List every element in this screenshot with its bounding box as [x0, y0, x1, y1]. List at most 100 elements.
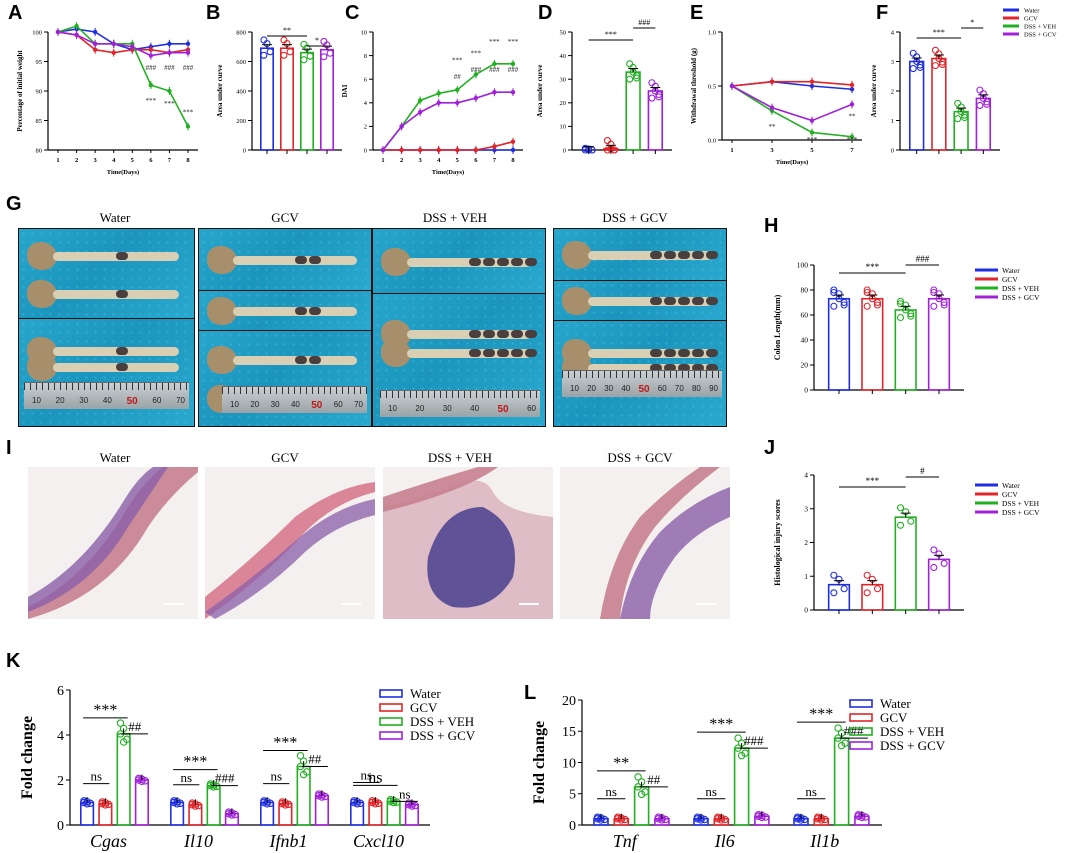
cecum [562, 287, 592, 315]
ruler-number: 50 [638, 384, 650, 395]
y-tick-label: 0.5 [708, 83, 716, 90]
annotation: *** [146, 97, 157, 105]
annotation: *** [164, 100, 175, 108]
fecal-pellet [649, 297, 662, 305]
x-tick-label: 4 [112, 157, 116, 164]
y-tick-label: 4 [891, 29, 895, 36]
legend-label: Water [880, 696, 911, 711]
y-axis-title: Colon Length(mm) [773, 294, 782, 360]
histo-title-dss-gcv: DSS + GCV [607, 450, 673, 465]
fecal-pellet [482, 329, 495, 338]
y-tick-label: 6 [57, 684, 64, 699]
sig-label: ### [638, 18, 650, 27]
x-tick-label: 8 [511, 157, 515, 164]
data-dot [300, 40, 308, 48]
x-tick-label: 5 [456, 157, 460, 164]
data-dot [320, 53, 328, 61]
sig-label: *** [933, 28, 945, 37]
series-line-1 [383, 140, 514, 151]
sig-label: *** [866, 476, 880, 486]
annotation: ** [849, 112, 857, 120]
legend-label: Water [1024, 7, 1040, 14]
series-line-2 [57, 25, 189, 127]
legend-swatch [849, 699, 873, 708]
y-tick-label: 2 [364, 124, 367, 131]
x-tick-label: 4 [437, 157, 441, 164]
legend-label: Water [1002, 481, 1020, 490]
x-axis-title: Time(Days) [107, 169, 139, 176]
data-dot [840, 301, 848, 309]
data-dot [983, 100, 991, 108]
bar [206, 784, 221, 826]
y-axis-title: Withdrawal threshold (g) [690, 47, 698, 124]
data-dot [930, 546, 938, 554]
y-tick-label: 0 [243, 147, 246, 154]
category-label: Cgas [90, 831, 127, 851]
data-dot [231, 810, 239, 819]
bar [833, 737, 850, 826]
legend-swatch [379, 717, 403, 726]
ruler-number: 10 [570, 384, 579, 393]
fecal-pellet [691, 251, 704, 259]
fecal-pellet [294, 355, 307, 364]
annotation: *** [183, 109, 194, 117]
fecal-pellet [482, 257, 495, 266]
y-tick-label: 20 [801, 361, 809, 370]
bar [827, 583, 851, 611]
data-dot [840, 585, 848, 593]
data-dot [930, 302, 938, 310]
data-dot [721, 815, 729, 824]
y-tick-label: 95 [36, 59, 43, 66]
x-axis-title: Time(Days) [432, 169, 464, 176]
y-tick-label: 600 [236, 59, 246, 66]
sig-label: * [315, 36, 319, 45]
data-dot [830, 589, 838, 597]
data-dot [896, 297, 905, 305]
sig-label: ns [270, 769, 282, 784]
series-line-0 [57, 28, 188, 51]
fecal-pellet [663, 364, 676, 373]
data-dot [930, 286, 938, 294]
ruler-numbers: 10 20 30 40 50 60 70 [32, 396, 185, 407]
legend-label: GCV [410, 700, 438, 715]
data-dot [976, 86, 984, 94]
y-tick-label: 40 [801, 336, 809, 345]
y-tick-label: 3 [891, 59, 894, 66]
data-dot [286, 48, 294, 56]
legend-swatch [379, 689, 403, 698]
fecal-pellet [116, 289, 128, 298]
histo-title-gcv: GCV [271, 450, 299, 465]
data-dot [326, 49, 334, 57]
panel-label-f: F [876, 2, 889, 24]
fecal-pellet [308, 307, 321, 315]
cecum [27, 353, 57, 382]
mucosa [600, 467, 720, 619]
ruler-number: 60 [657, 384, 667, 393]
annotation: ** [769, 123, 777, 131]
ruler-ticks [380, 391, 540, 398]
fecal-pellet [649, 364, 662, 373]
photo-title-dss-gcv: DSS + GCV [602, 210, 668, 225]
colon-photo [18, 228, 195, 320]
fecal-pellet [294, 256, 307, 264]
chart-c: 0 2 4 6 8 10 DAI 1 2 3 4 5 6 7 8 Time(Days) *** *** *** ***… [341, 29, 523, 176]
legend-label: GCV [1002, 490, 1018, 499]
data-dot [909, 49, 917, 57]
data-dot [863, 571, 871, 579]
ruler-number: 30 [270, 400, 280, 409]
y-tick-label: 400 [236, 88, 246, 95]
fecal-pellet [691, 348, 704, 357]
annotation: *** [489, 38, 500, 46]
fecal-pellet [663, 348, 676, 357]
ruler-number: 30 [442, 404, 452, 413]
scale-bar [341, 603, 361, 605]
sig-label: *** [605, 30, 617, 39]
y-tick-label: 4 [364, 100, 368, 107]
cecum [207, 297, 237, 325]
ruler-number: 10 [388, 404, 397, 413]
x-tick-label: 2 [400, 157, 403, 164]
cecum [207, 246, 237, 274]
x-tick-label: 5 [810, 147, 814, 154]
legend-label: DSS + VEH [1002, 284, 1040, 293]
sig-label: ### [744, 733, 764, 748]
